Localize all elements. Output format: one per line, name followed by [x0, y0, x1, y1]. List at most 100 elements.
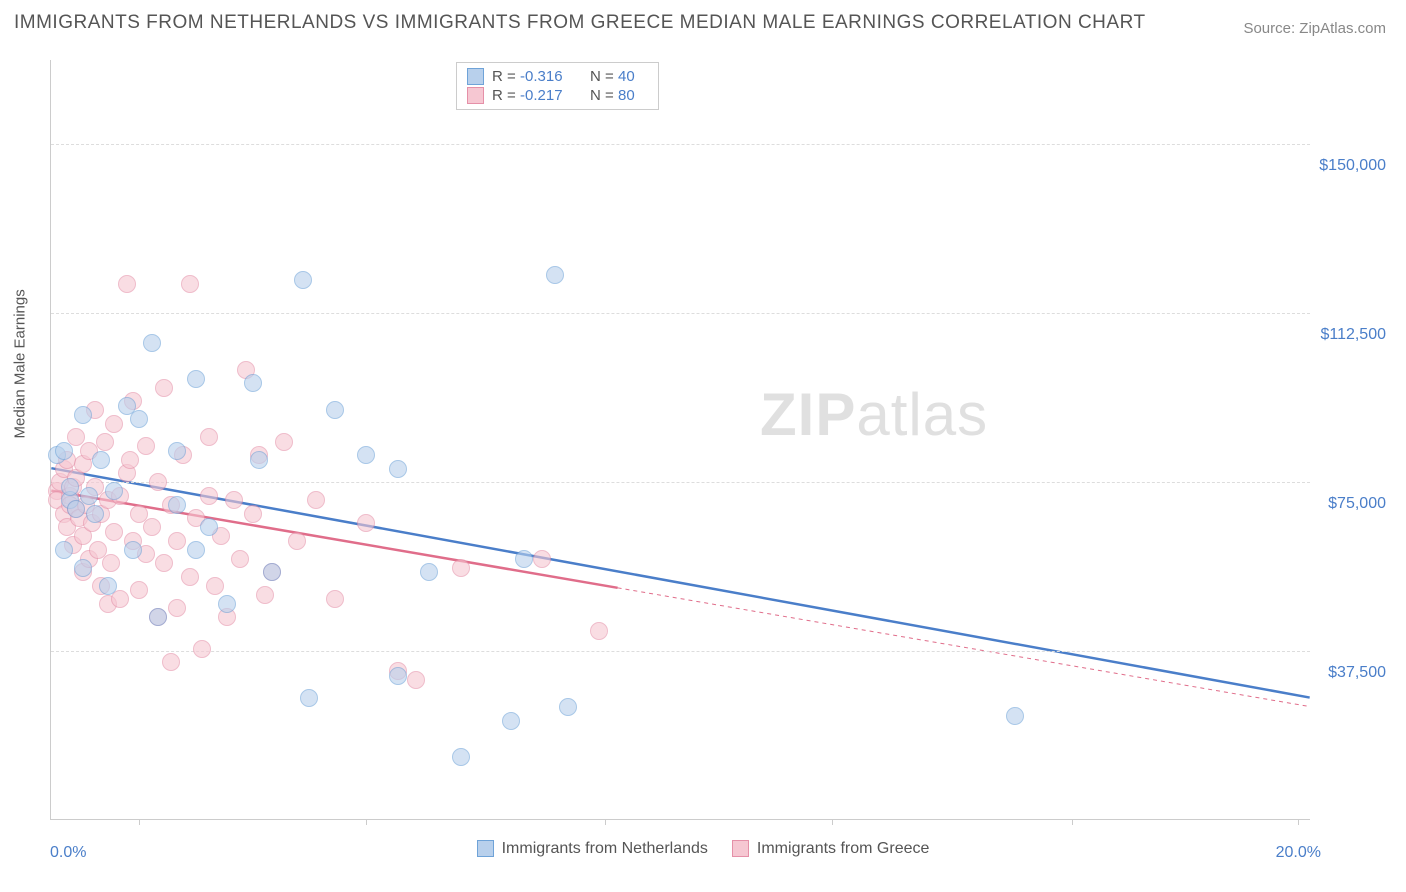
y-tick-label: $150,000	[1319, 157, 1386, 175]
stats-row: R =-0.316N =40	[467, 67, 648, 86]
scatter-point	[111, 590, 129, 608]
scatter-point	[590, 622, 608, 640]
scatter-point	[389, 667, 407, 685]
legend-label: Immigrants from Greece	[757, 840, 929, 858]
r-value: -0.316	[520, 68, 590, 85]
x-tick-mark	[1298, 819, 1299, 825]
scatter-point	[121, 451, 139, 469]
scatter-point	[168, 532, 186, 550]
gridline	[51, 144, 1310, 145]
x-tick-mark	[1072, 819, 1073, 825]
scatter-point	[168, 496, 186, 514]
scatter-point	[124, 541, 142, 559]
scatter-point	[452, 559, 470, 577]
scatter-point	[105, 415, 123, 433]
source-attribution: Source: ZipAtlas.com	[1243, 20, 1386, 37]
scatter-point	[155, 379, 173, 397]
r-label: R =	[492, 87, 520, 104]
scatter-point	[200, 428, 218, 446]
bottom-legend: Immigrants from Netherlands Immigrants fr…	[0, 840, 1406, 863]
y-tick-label: $37,500	[1328, 664, 1386, 682]
scatter-point	[99, 577, 117, 595]
scatter-point	[200, 487, 218, 505]
scatter-point	[559, 698, 577, 716]
scatter-point	[130, 581, 148, 599]
scatter-point	[326, 590, 344, 608]
scatter-point	[143, 518, 161, 536]
scatter-point	[162, 653, 180, 671]
chart-title: IMMIGRANTS FROM NETHERLANDS VS IMMIGRANT…	[14, 12, 1146, 34]
scatter-point	[357, 514, 375, 532]
gridline	[51, 313, 1310, 314]
scatter-point	[407, 671, 425, 689]
stats-row: R =-0.217N =80	[467, 86, 648, 105]
scatter-point	[206, 577, 224, 595]
scatter-point	[300, 689, 318, 707]
scatter-point	[200, 518, 218, 536]
y-axis-label: Median Male Earnings	[12, 289, 29, 438]
scatter-point	[168, 442, 186, 460]
chart-container: IMMIGRANTS FROM NETHERLANDS VS IMMIGRANT…	[0, 0, 1406, 892]
trend-line-dashed	[618, 588, 1310, 707]
scatter-point	[502, 712, 520, 730]
scatter-point	[193, 640, 211, 658]
scatter-point	[1006, 707, 1024, 725]
scatter-point	[187, 541, 205, 559]
trend-lines-svg	[51, 60, 1310, 819]
scatter-point	[275, 433, 293, 451]
legend-label: Immigrants from Netherlands	[502, 840, 708, 858]
scatter-point	[288, 532, 306, 550]
scatter-point	[55, 442, 73, 460]
scatter-point	[231, 550, 249, 568]
scatter-point	[389, 460, 407, 478]
x-tick-mark	[832, 819, 833, 825]
scatter-point	[155, 554, 173, 572]
scatter-point	[326, 401, 344, 419]
x-tick-mark	[139, 819, 140, 825]
legend-swatch	[732, 840, 749, 857]
scatter-point	[515, 550, 533, 568]
n-label: N =	[590, 68, 618, 85]
scatter-point	[74, 406, 92, 424]
x-tick-mark	[366, 819, 367, 825]
scatter-point	[181, 275, 199, 293]
scatter-point	[130, 410, 148, 428]
gridline	[51, 482, 1310, 483]
scatter-point	[80, 487, 98, 505]
n-label: N =	[590, 87, 618, 104]
scatter-point	[55, 541, 73, 559]
r-value: -0.217	[520, 87, 590, 104]
scatter-point	[452, 748, 470, 766]
scatter-point	[357, 446, 375, 464]
scatter-point	[61, 478, 79, 496]
y-tick-label: $75,000	[1328, 495, 1386, 513]
scatter-point	[137, 437, 155, 455]
scatter-point	[307, 491, 325, 509]
scatter-point	[294, 271, 312, 289]
r-label: R =	[492, 68, 520, 85]
scatter-point	[546, 266, 564, 284]
legend-item: Immigrants from Greece	[732, 840, 929, 858]
scatter-point	[168, 599, 186, 617]
scatter-point	[74, 559, 92, 577]
scatter-point	[96, 433, 114, 451]
scatter-point	[118, 275, 136, 293]
scatter-point	[86, 505, 104, 523]
scatter-point	[420, 563, 438, 581]
scatter-point	[256, 586, 274, 604]
legend-swatch	[467, 68, 484, 85]
scatter-point	[244, 374, 262, 392]
scatter-point	[533, 550, 551, 568]
scatter-point	[105, 482, 123, 500]
scatter-point	[143, 334, 161, 352]
x-tick-mark	[605, 819, 606, 825]
scatter-point	[149, 473, 167, 491]
scatter-point	[244, 505, 262, 523]
scatter-point	[149, 608, 167, 626]
scatter-point	[225, 491, 243, 509]
scatter-point	[263, 563, 281, 581]
scatter-point	[105, 523, 123, 541]
legend-swatch	[467, 87, 484, 104]
legend-swatch	[477, 840, 494, 857]
scatter-point	[92, 451, 110, 469]
